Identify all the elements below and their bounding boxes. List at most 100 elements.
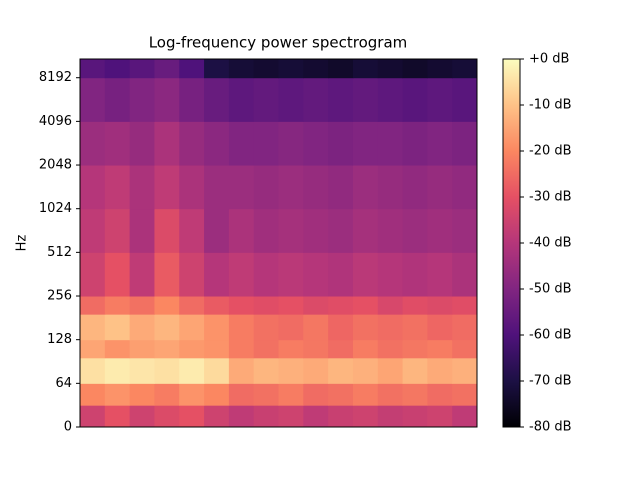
spectrogram-cell [278,339,304,359]
spectrogram-cell [452,383,478,406]
spectrogram-cell [80,339,106,359]
spectrogram-cell [377,339,404,359]
y-tick-label: 128 [47,332,72,347]
spectrogram-cell [328,357,354,384]
y-tick-label: 1024 [39,201,72,216]
spectrogram-cell [228,357,255,384]
spectrogram-cell [427,339,453,359]
spectrogram-cell [179,314,205,341]
spectrogram-cell [129,77,155,122]
spectrogram-cell [204,252,230,297]
spectrogram-cell [80,405,106,428]
y-tick-label: 512 [47,245,72,260]
spectrogram-cell [253,77,279,122]
spectrogram-cell [129,383,155,406]
spectrogram-cell [129,121,155,166]
spectrogram-cell [402,296,428,315]
spectrogram-cell [452,77,478,122]
spectrogram-cell [129,405,155,428]
spectrogram-cell [328,77,354,122]
spectrogram-cell [328,405,354,428]
chart-title: Log-frequency power spectrogram [149,34,408,52]
spectrogram-cell [129,165,155,210]
spectrogram-cell [104,314,131,341]
spectrogram-cell [253,314,279,341]
spectrogram-cell [452,314,478,341]
spectrogram-cell [104,252,131,297]
spectrogram-cell [204,339,230,359]
spectrogram-cell [154,121,180,166]
spectrogram-cell [303,314,329,341]
y-tick-label: 64 [55,376,72,391]
spectrogram-cell [377,296,404,315]
spectrogram-cell [204,59,230,79]
spectrogram-cell [179,121,205,166]
spectrogram-cell [228,208,255,253]
spectrogram-cell [129,208,155,253]
spectrogram-cell [204,165,230,210]
spectrogram-cell [228,252,255,297]
spectrogram-cell [352,357,379,384]
spectrogram-cell [278,208,304,253]
spectrogram-cell [352,121,379,166]
spectrogram-cell [154,314,180,341]
spectrogram-cell [104,339,131,359]
spectrogram-cell [278,59,304,79]
spectrogram-cell [104,208,131,253]
y-tick-label: 0 [64,420,72,435]
spectrogram-cell [129,296,155,315]
spectrogram-cell [80,357,106,384]
spectrogram-cell [179,357,205,384]
spectrogram-cell [253,339,279,359]
spectrogram-cell [328,314,354,341]
spectrogram-cell [452,208,478,253]
spectrogram-cell [179,165,205,210]
y-tick-label: 4096 [39,114,72,129]
spectrogram-cell [402,252,428,297]
spectrogram-cell [154,77,180,122]
spectrogram-cell [129,314,155,341]
spectrogram-cell [204,77,230,122]
spectrogram-cell [452,121,478,166]
spectrogram-cell [129,357,155,384]
spectrogram-cell [204,208,230,253]
spectrogram-cell [253,357,279,384]
spectrogram-cell [129,339,155,359]
spectrogram-cell [402,121,428,166]
colorbar-tick-label: -40 dB [529,236,572,251]
spectrogram-cell [80,314,106,341]
spectrogram-cell [228,314,255,341]
spectrogram-cell [402,357,428,384]
spectrogram-cell [104,383,131,406]
colorbar-tick-label: -80 dB [529,420,572,435]
spectrogram-cell [104,77,131,122]
spectrogram-cell [104,165,131,210]
spectrogram-cell [179,252,205,297]
spectrogram-cell [377,208,404,253]
spectrogram-cell [402,383,428,406]
spectrogram-cell [154,208,180,253]
spectrogram-cell [204,296,230,315]
spectrogram-cell [80,252,106,297]
spectrogram-cell [253,296,279,315]
spectrogram-cell [328,59,354,79]
y-tick-label: 2048 [39,158,72,173]
spectrogram-cell [452,59,478,79]
spectrogram-cell [352,383,379,406]
spectrogram-cell [228,165,255,210]
spectrogram-cell [377,165,404,210]
colorbar-tick-label: -20 dB [529,144,572,159]
spectrogram-cell [278,77,304,122]
spectrogram-cell [377,383,404,406]
spectrogram-cell [204,357,230,384]
colorbar-tick-label: +0 dB [529,52,569,67]
spectrogram-cell [427,59,453,79]
spectrogram-cell [154,252,180,297]
spectrogram-cell [427,121,453,166]
spectrogram-cell [129,59,155,79]
spectrogram-cell [80,121,106,166]
colorbar-tick-label: -10 dB [529,98,572,113]
spectrogram-cell [278,296,304,315]
spectrogram-cell [402,59,428,79]
